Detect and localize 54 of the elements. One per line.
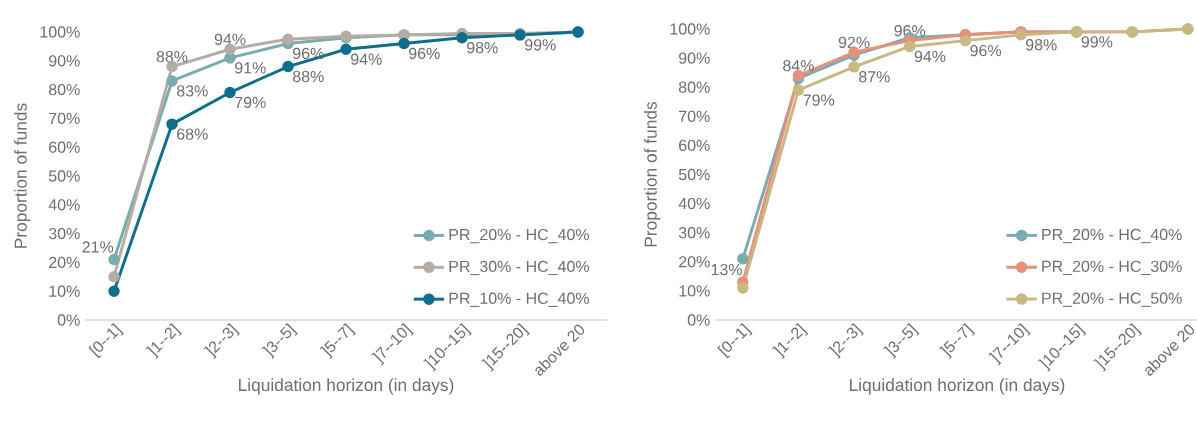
data-label: 91%: [235, 62, 266, 74]
data-label: 68%: [177, 128, 208, 140]
data-label: 98%: [467, 42, 498, 54]
data-label: 88%: [292, 70, 324, 83]
y-tick-label: 100%: [40, 26, 80, 38]
data-label: 94%: [214, 33, 246, 45]
y-tick-label: 20%: [49, 256, 80, 269]
y-tick-label: 60%: [49, 141, 80, 153]
y-tick-label: 0%: [687, 314, 710, 326]
y-tick-label: 20%: [679, 256, 710, 268]
data-label: 88%: [156, 50, 188, 63]
y-tick-label: 100%: [670, 23, 710, 35]
y-tick-label: 80%: [48, 83, 80, 96]
data-label: 92%: [838, 36, 870, 48]
y-tick-label: 90%: [679, 52, 710, 64]
y-tick-label: 50%: [48, 170, 80, 182]
y-tick-label: 80%: [678, 81, 710, 93]
y-tick-label: 70%: [679, 110, 710, 122]
y-tick-label: 90%: [49, 55, 80, 67]
data-label: 99%: [1081, 36, 1113, 48]
legend-label: PR_20% - HC_50%: [1042, 292, 1182, 307]
y-tick-label: 50%: [678, 168, 710, 181]
legend-label: PR_10% - HC_40%: [449, 292, 590, 307]
y-tick-label: 40%: [48, 199, 80, 211]
data-label: 96%: [409, 47, 440, 60]
data-label: 98%: [1025, 39, 1057, 51]
legend-label: PR_20% - HC_40%: [449, 228, 590, 244]
y-tick-label: 0%: [57, 314, 80, 326]
x-axis-title: Liquidation horizon (in days): [850, 378, 1065, 395]
data-label: 99%: [525, 39, 556, 51]
y-tick-label: 60%: [679, 139, 710, 152]
y-axis-title: Proportion of funds: [644, 101, 661, 247]
legend-label: PR_20% - HC_40%: [1042, 228, 1182, 244]
y-tick-label: 30%: [48, 227, 80, 240]
y-tick-label: 40%: [678, 197, 710, 210]
data-label: 84%: [783, 59, 814, 72]
data-label: 87%: [859, 71, 890, 83]
data-label: 96%: [970, 44, 1002, 57]
y-tick-label: 10%: [679, 285, 710, 297]
legend-label: PR_20% - HC_30%: [1042, 260, 1182, 275]
data-label: 94%: [914, 50, 946, 63]
legend-label: PR_30% - HC_40%: [449, 260, 590, 276]
x-axis-title: Liquidation horizon (in days): [239, 378, 454, 395]
data-label: 96%: [293, 47, 324, 60]
data-label: 79%: [235, 96, 266, 109]
y-tick-label: 30%: [678, 227, 710, 239]
y-tick-label: 70%: [49, 112, 80, 125]
data-label: 83%: [176, 85, 208, 97]
y-axis-title: Proportion of funds: [14, 103, 31, 248]
y-tick-label: 10%: [49, 285, 80, 297]
data-label: 79%: [803, 94, 835, 106]
data-label: 13%: [711, 263, 742, 276]
data-label: 94%: [351, 53, 382, 65]
data-label: 21%: [82, 241, 114, 253]
